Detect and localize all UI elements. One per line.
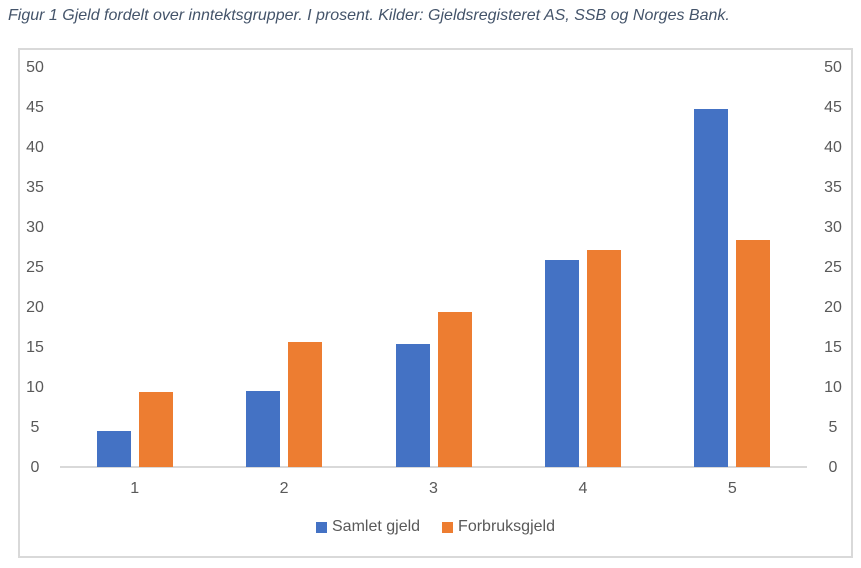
legend-swatch-forbruksgjeld [442,521,454,533]
bar-samlet-gjeld-5 [694,108,729,467]
x-tick-label-3: 3 [429,480,438,497]
plot-area [60,68,807,468]
y-tick-label-left-25: 25 [26,259,44,276]
bar-samlet-gjeld-4 [544,259,579,467]
bar-forbruksgjeld-1 [138,391,173,467]
y-tick-label-right-10: 10 [824,379,842,396]
y-tick-label-left-35: 35 [26,179,44,196]
bar-forbruksgjeld-4 [586,250,621,467]
figure-title: Figur 1 Gjeld fordelt over inntektsgrupp… [8,7,730,24]
x-axis-line [60,466,807,468]
y-tick-label-left-40: 40 [26,139,44,156]
y-tick-label-left-30: 30 [26,219,44,236]
y-tick-label-left-20: 20 [26,299,44,316]
y-tick-label-right-30: 30 [824,219,842,236]
x-tick-label-1: 1 [130,480,140,497]
legend-label-samlet-gjeld: Samlet gjeld [332,518,421,535]
x-tick-label-2: 2 [279,480,289,497]
y-tick-label-right-5: 5 [828,419,838,436]
bar-samlet-gjeld-3 [395,343,430,467]
x-tick-label-5: 5 [727,480,737,497]
y-tick-label-left-5: 5 [30,419,40,436]
y-tick-label-left-50: 50 [26,59,44,76]
bar-forbruksgjeld-2 [288,342,323,467]
y-tick-label-left-0: 0 [30,459,40,476]
bar-forbruksgjeld-5 [736,239,771,467]
y-tick-label-right-25: 25 [824,259,842,276]
y-tick-label-right-40: 40 [824,139,842,156]
y-tick-label-left-15: 15 [26,339,44,356]
legend-label-forbruksgjeld: Forbruksgjeld [458,518,555,535]
y-tick-label-right-0: 0 [828,459,838,476]
bar-samlet-gjeld-2 [246,391,281,467]
legend-item-samlet-gjeld: Samlet gjeld [316,518,420,536]
y-tick-label-right-15: 15 [824,339,842,356]
y-tick-label-right-20: 20 [824,299,842,316]
bar-samlet-gjeld-1 [96,431,131,467]
x-tick-label-4: 4 [578,480,588,497]
y-tick-label-left-45: 45 [26,99,44,116]
y-tick-label-right-35: 35 [824,179,842,196]
y-tick-label-right-50: 50 [824,59,842,76]
bar-forbruksgjeld-3 [437,311,472,467]
legend: Samlet gjeld Forbruksgjeld [20,518,851,536]
chart-frame: 0 5 10 15 20 25 30 35 40 45 50 0 5 10 15 20 25 30 35 40 45 5… [18,48,853,558]
y-tick-label-left-10: 10 [26,379,44,396]
legend-item-forbruksgjeld: Forbruksgjeld [442,518,555,536]
legend-swatch-samlet-gjeld [316,521,327,533]
y-tick-label-right-45: 45 [824,99,842,116]
